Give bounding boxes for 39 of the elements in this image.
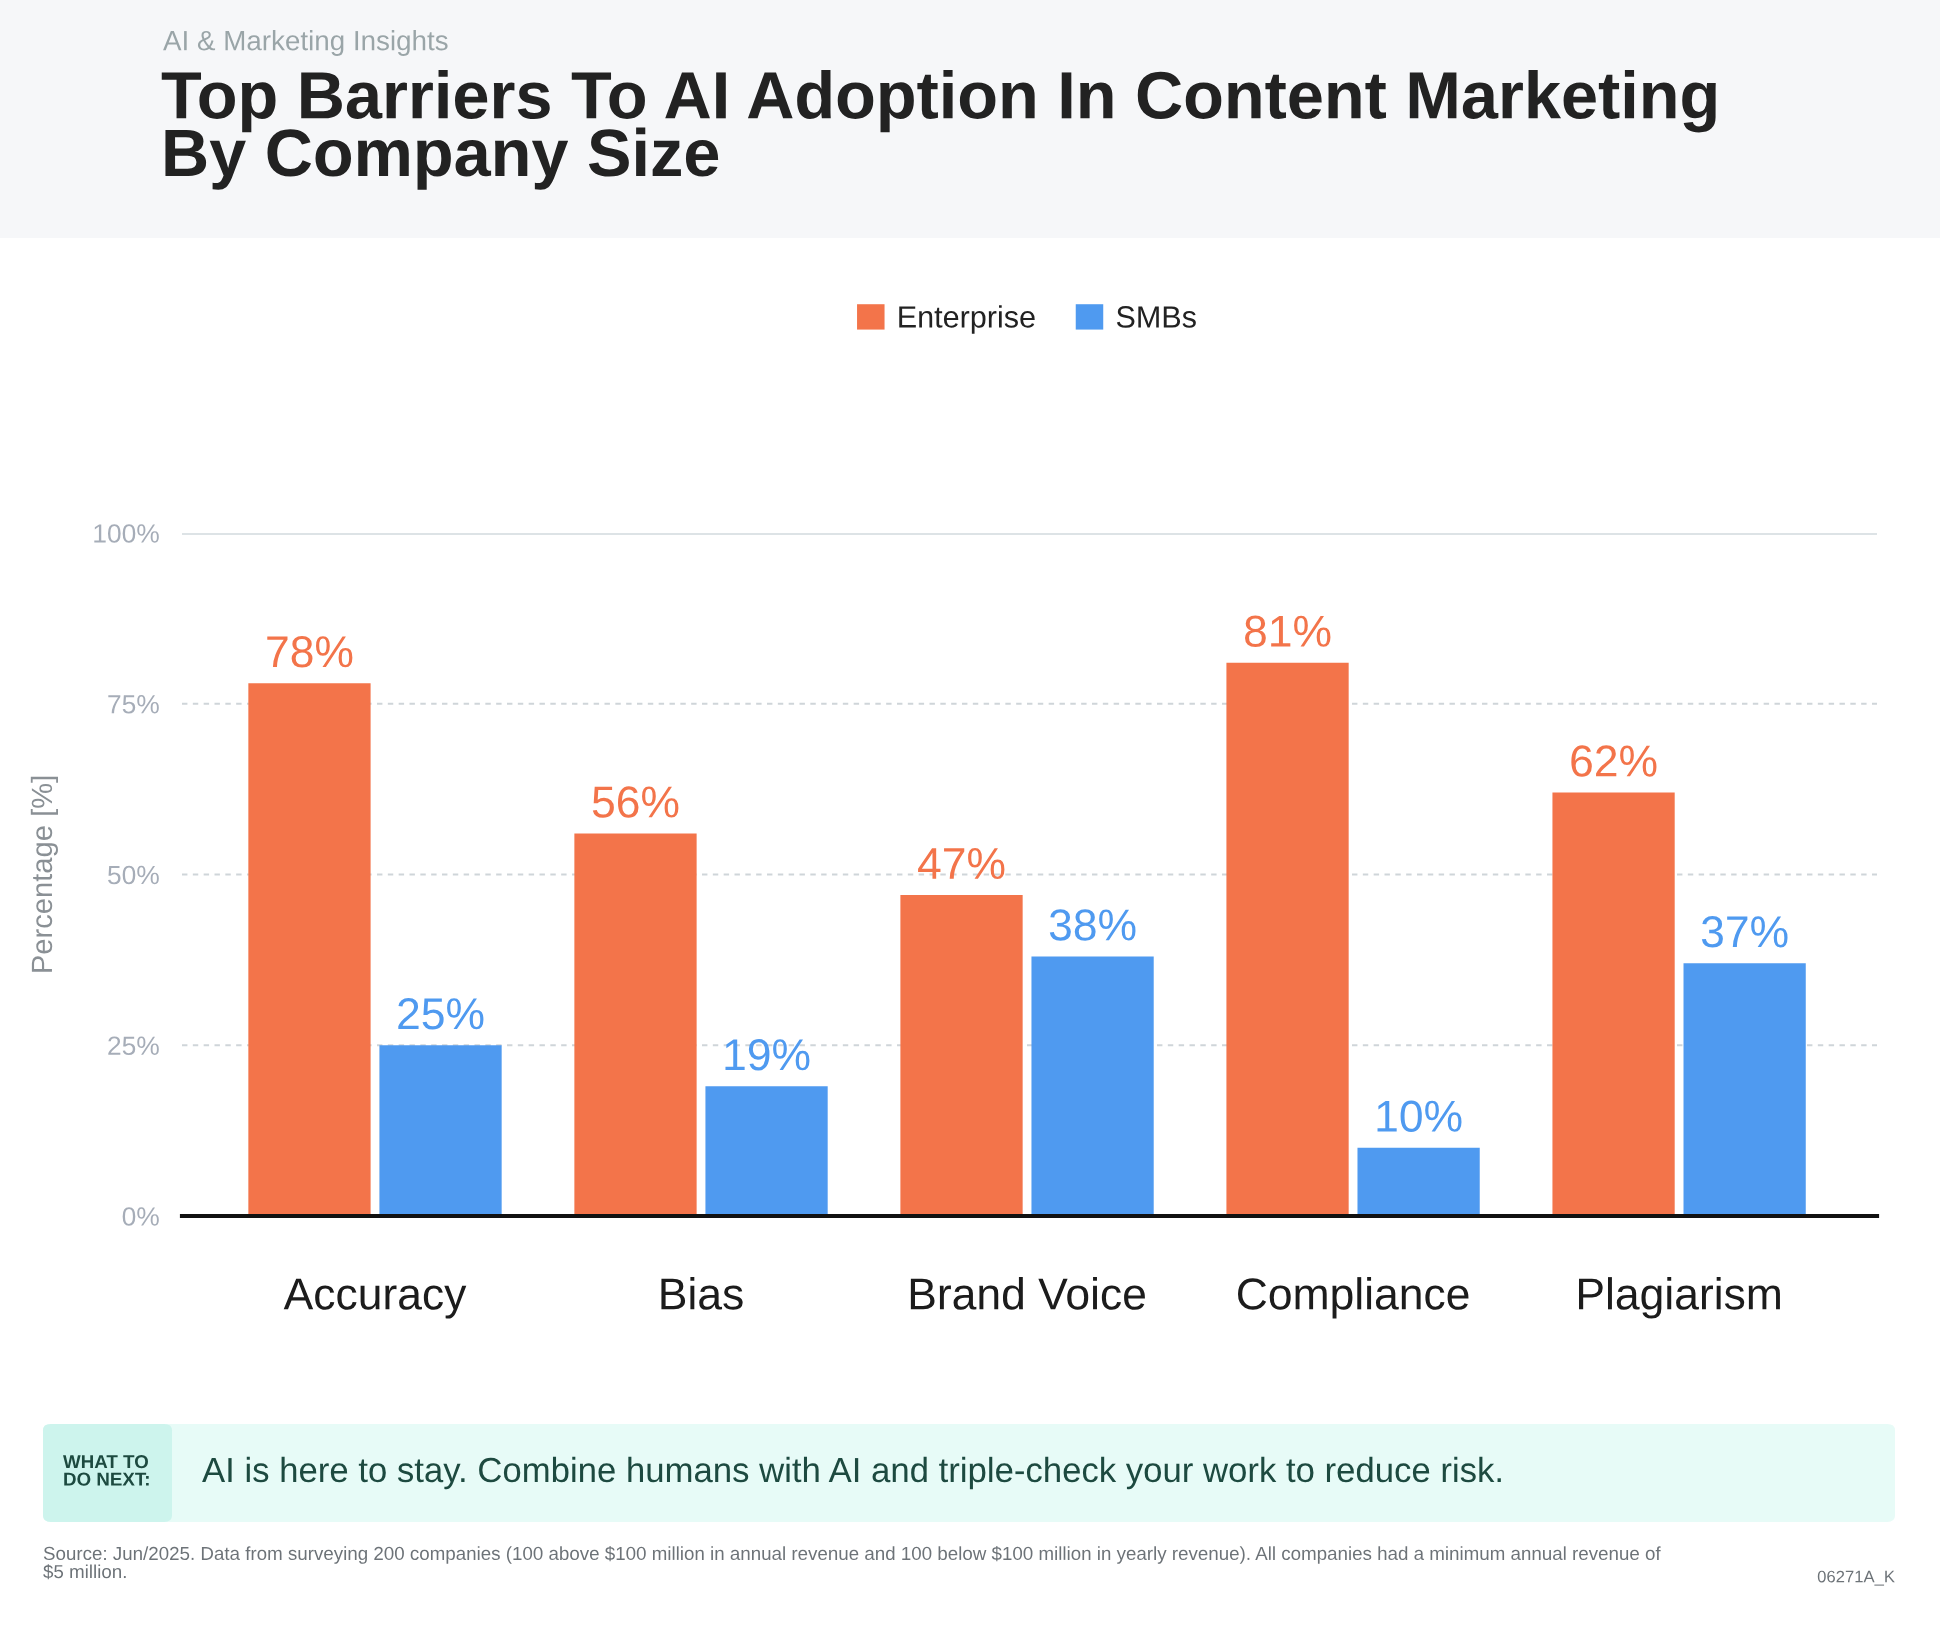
- data-label: 10%: [1377, 1100, 1462, 1132]
- x-tick-label: Accuracy: [283, 1278, 467, 1319]
- bar: [1031, 956, 1154, 1216]
- chart-subtitle: AI & Marketing Insights: [163, 30, 448, 56]
- y-axis-title: Percentage [%]: [30, 776, 58, 972]
- x-tick-label: Brand Voice: [910, 1277, 1145, 1310]
- text: WHAT TO DO NEXT:: [63, 1455, 149, 1486]
- data-label: 47%: [918, 847, 1005, 880]
- bar: [248, 683, 371, 1216]
- data-label: 25%: [398, 998, 484, 1030]
- data-label: 56%: [592, 786, 679, 818]
- y-tick-label: 75%: [108, 695, 159, 714]
- source-note: Source: Jun/2025. Data from surveying 200 companies (100 above $100 million in annual revenue and 100 below $100 million in yearly revenue). All companies had a minimum annual revenue of $5 million.: [43, 1546, 1661, 1580]
- data-label: 81%: [1245, 615, 1331, 648]
- bar: [900, 894, 1023, 1216]
- text: 06271A_K: [1817, 1570, 1895, 1586]
- data-label: 78%: [267, 636, 353, 668]
- legend-label: SMBs: [1116, 306, 1196, 328]
- data-label: 19%: [725, 1039, 810, 1071]
- data-label: 37%: [1701, 916, 1788, 948]
- data-label: 38%: [1049, 909, 1136, 941]
- bar: [574, 833, 697, 1216]
- y-tick-label: 25%: [108, 1036, 159, 1056]
- x-tick-label: Bias: [661, 1277, 743, 1310]
- y-tick-label: 50%: [108, 865, 159, 885]
- x-tick-label: Compliance: [1238, 1277, 1469, 1319]
- y-tick-label: 100%: [94, 524, 159, 543]
- text: AI is here to stay. Combine humans with AI and triple-check your work to reduce risk.: [202, 1456, 1501, 1490]
- bar: [1552, 792, 1675, 1216]
- bar: [1226, 662, 1349, 1216]
- bar: [705, 1086, 828, 1216]
- x-tick-label: Plagiarism: [1579, 1277, 1780, 1319]
- y-tick-label: 0%: [122, 1207, 159, 1226]
- bar: [1357, 1147, 1480, 1216]
- chart-title: Top Barriers To AI Adoption In Content Marketing By Company Size: [161, 70, 1716, 190]
- bar: [1683, 963, 1806, 1216]
- bar: [379, 1045, 502, 1216]
- data-label: 62%: [1571, 745, 1657, 777]
- legend-label: Enterprise: [899, 305, 1035, 334]
